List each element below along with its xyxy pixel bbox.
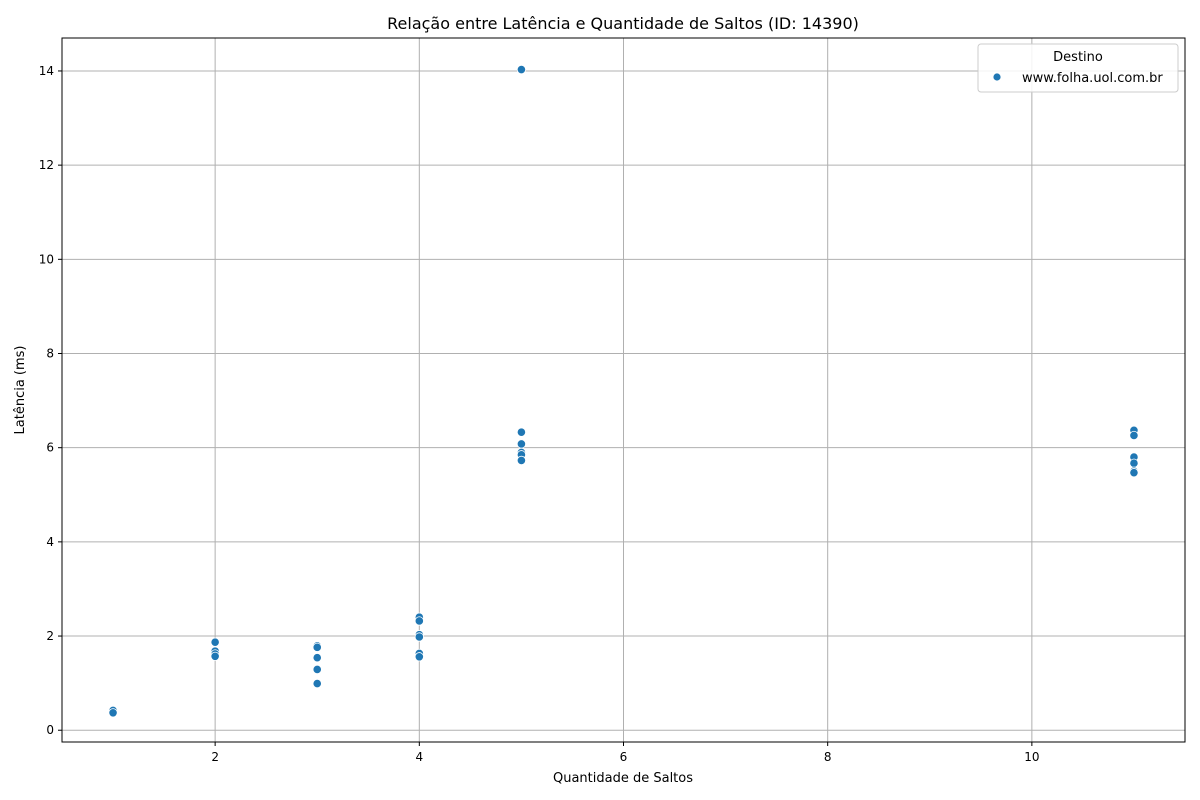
scatter-point: [516, 455, 527, 465]
y-tick-label: 0: [46, 723, 54, 737]
y-axis-label: Latência (ms): [13, 346, 28, 435]
data-points: [108, 64, 1139, 718]
plot-area: [61, 37, 1186, 743]
grid-lines: [62, 38, 1185, 742]
x-tick-label: 2: [211, 750, 219, 764]
chart-title: Relação entre Latência e Quantidade de S…: [387, 14, 859, 33]
scatter-point: [1129, 468, 1139, 478]
legend-marker: [992, 72, 1002, 82]
scatter-point: [210, 651, 220, 661]
scatter-point: [108, 708, 118, 718]
scatter-point: [1129, 430, 1139, 441]
y-tick-label: 8: [46, 347, 54, 361]
scatter-point: [414, 616, 424, 626]
x-tick-label: 4: [415, 750, 423, 764]
scatter-point: [414, 652, 424, 662]
y-tick-label: 10: [39, 252, 54, 266]
y-tick-label: 14: [39, 64, 54, 78]
scatter-point: [516, 439, 527, 449]
x-tick-label: 10: [1024, 750, 1039, 764]
scatter-point: [312, 653, 322, 663]
scatter-point: [1129, 458, 1139, 468]
legend-entry-label: www.folha.uol.com.br: [1022, 71, 1163, 86]
y-tick-label: 4: [46, 535, 54, 549]
scatter-point: [516, 427, 527, 437]
legend-box: [977, 43, 1179, 93]
scatter-point: [414, 632, 424, 642]
y-tick-label: 12: [39, 158, 54, 172]
legend: Destino www.folha.uol.com.br: [977, 43, 1179, 93]
x-tick-label: 6: [620, 750, 628, 764]
legend-title: Destino: [1053, 50, 1103, 65]
x-tick-label: 8: [824, 750, 832, 764]
scatter-point: [516, 64, 527, 75]
x-axis-label: Quantidade de Saltos: [553, 771, 693, 786]
scatter-point: [312, 642, 322, 652]
y-tick-label: 6: [46, 441, 54, 455]
axis-ticks: 2 4 6 8 10 0 2 4 6 8 10 12 14: [39, 64, 1040, 764]
scatter-point: [210, 637, 220, 647]
y-tick-label: 2: [46, 629, 54, 643]
scatter-point: [312, 664, 322, 675]
scatter-point: [312, 679, 322, 689]
